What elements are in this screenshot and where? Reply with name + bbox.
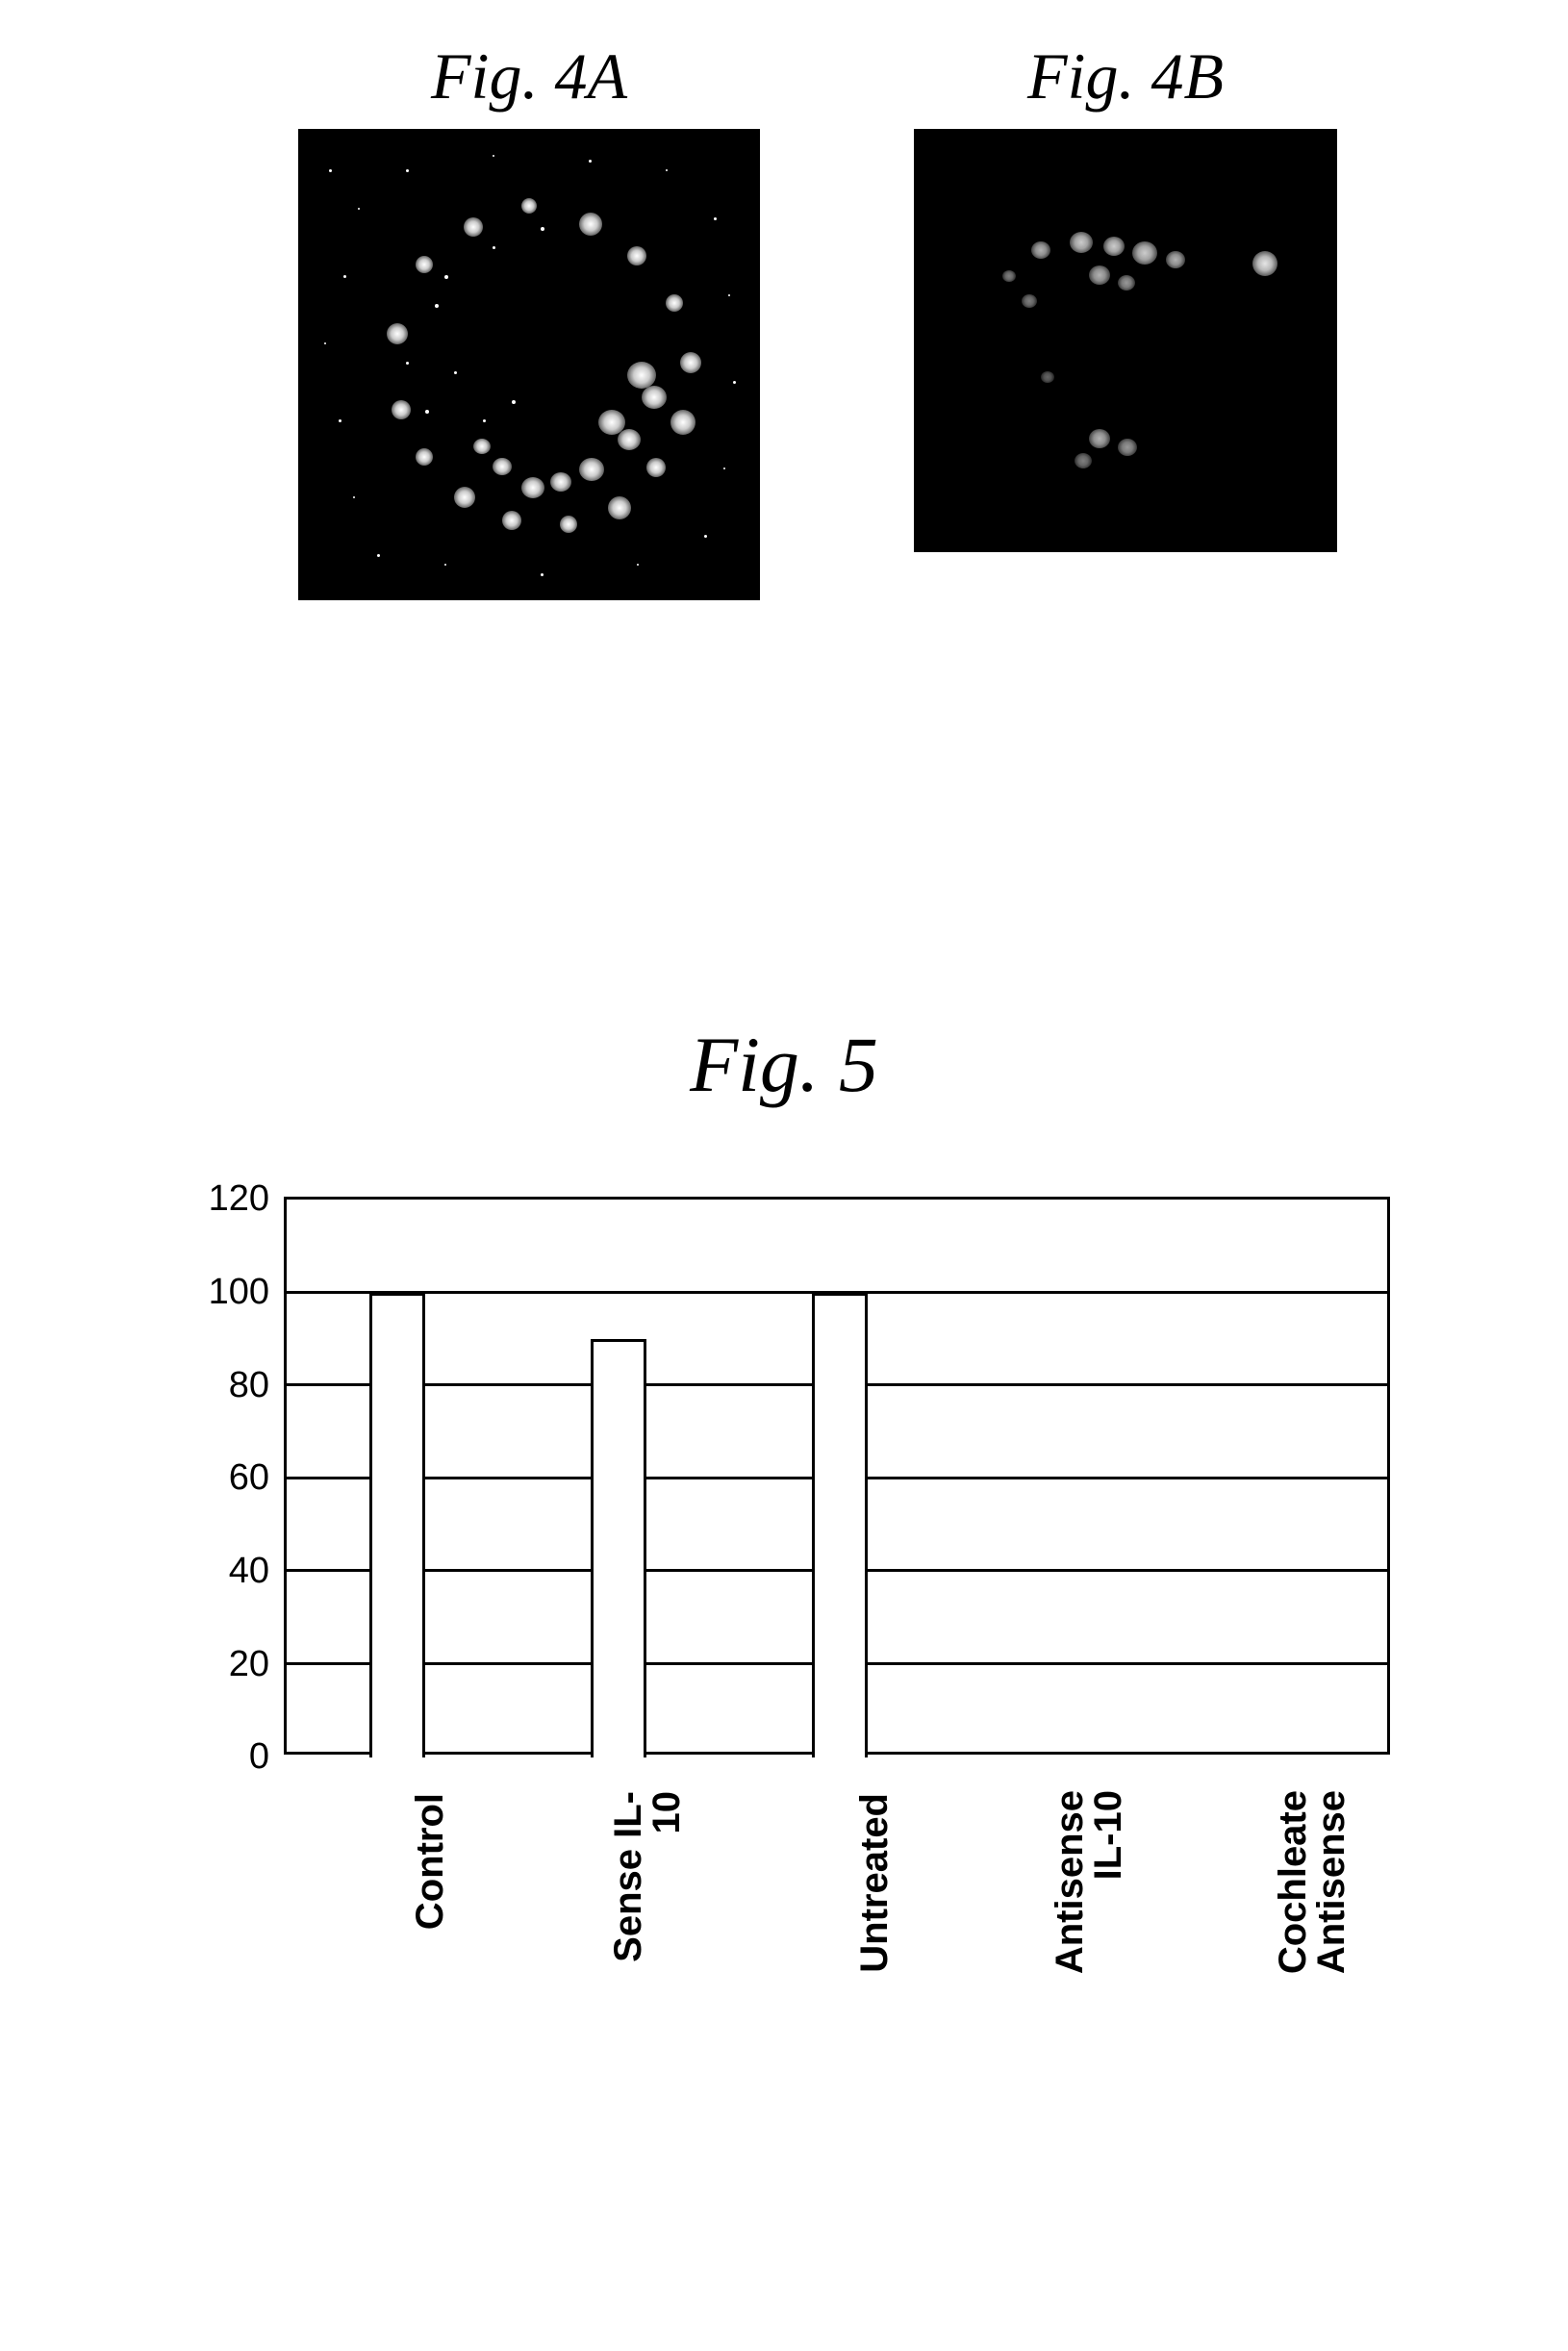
y-tick-100: 100 xyxy=(202,1272,269,1313)
top-figures-row: Fig. 4A xyxy=(298,38,1337,600)
x-label-antisense-il10: Antisense IL-10 xyxy=(1050,1790,1127,1983)
x-label-cochleate-antisense: Cochleate Antisense xyxy=(1274,1790,1351,1983)
fig-4a-group: Fig. 4A xyxy=(298,38,760,600)
fig-5-chart: Percent Diseased 120 100 80 60 40 20 0 xyxy=(192,1197,1395,2351)
y-tick-120: 120 xyxy=(202,1178,269,1220)
fig-4a-micrograph xyxy=(298,129,760,600)
y-tick-20: 20 xyxy=(202,1644,269,1685)
bar-untreated xyxy=(812,1293,868,1757)
fig-4a-title: Fig. 4A xyxy=(431,38,627,114)
y-tick-0: 0 xyxy=(202,1736,269,1778)
y-tick-80: 80 xyxy=(202,1365,269,1406)
x-label-sense-il10: Sense IL- 10 xyxy=(609,1791,686,1984)
plot-area xyxy=(284,1197,1390,1755)
fig-5-section: Fig. 5 Percent Diseased 120 100 80 60 40… xyxy=(0,1020,1568,2351)
fig-5-title: Fig. 5 xyxy=(0,1020,1568,1110)
bar-control xyxy=(369,1293,425,1757)
x-label-untreated: Untreated xyxy=(853,1793,897,1981)
bar-sense-il10 xyxy=(591,1339,646,1757)
x-label-control: Control xyxy=(409,1793,452,1942)
fig-4b-title: Fig. 4B xyxy=(1027,38,1224,114)
fig-4b-group: Fig. 4B xyxy=(914,38,1337,600)
y-tick-60: 60 xyxy=(202,1457,269,1499)
y-tick-40: 40 xyxy=(202,1551,269,1592)
fig-4b-micrograph xyxy=(914,129,1337,552)
